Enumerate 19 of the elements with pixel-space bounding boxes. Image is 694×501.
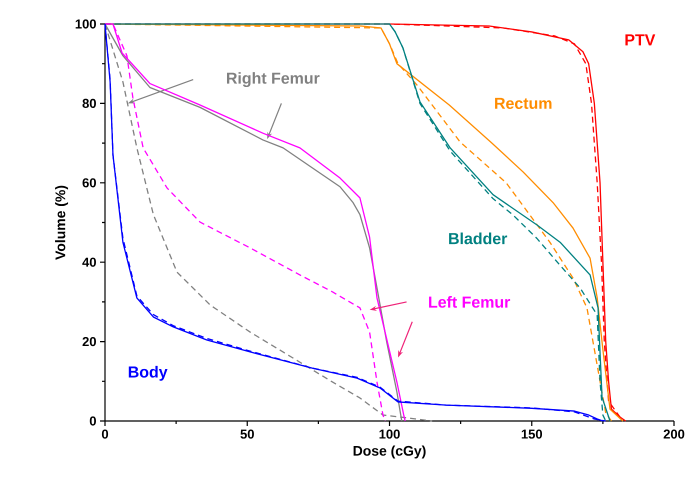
y-tick-label: 100: [76, 19, 96, 29]
y-tick-label: 80: [82, 98, 96, 108]
y-tick-label: 60: [82, 178, 96, 188]
text: PTV: [625, 34, 656, 46]
x-tick-label: 0: [102, 429, 108, 439]
x-axis-title: Dose (cGy): [354, 446, 426, 459]
x-tick-label: 100: [380, 429, 400, 439]
x-tick-label: 150: [522, 429, 542, 439]
y-axis-title: Volume (%): [55, 186, 68, 260]
x-tick-label: 50: [240, 429, 254, 439]
y-tick-label: 0: [90, 416, 96, 426]
series-label: Bladder: [449, 232, 508, 244]
y-tick-label: 40: [82, 258, 96, 267]
series-label: Right Femur: [226, 72, 320, 88]
x-tick-label: 200: [664, 429, 684, 439]
y-tick-label: 20: [82, 337, 96, 346]
text: Left Femur: [429, 296, 510, 308]
series-label: Rectum: [495, 98, 552, 109]
text: Body: [128, 366, 168, 381]
